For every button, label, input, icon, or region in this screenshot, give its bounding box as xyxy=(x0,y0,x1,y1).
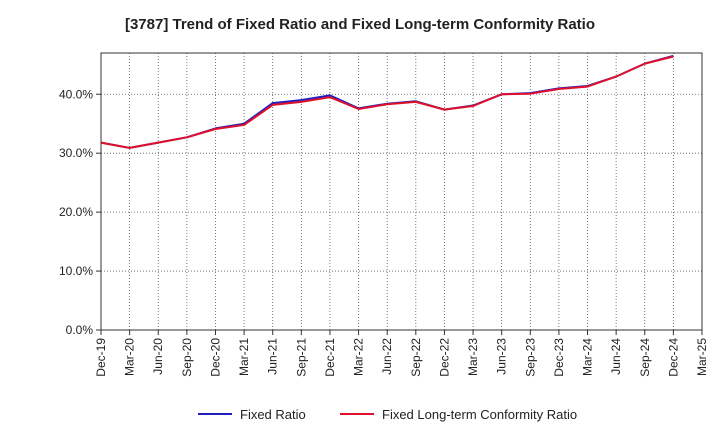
x-tick-label: Dec-20 xyxy=(208,338,222,377)
x-tick-label: Jun-23 xyxy=(495,338,509,375)
y-tick-label: 30.0% xyxy=(59,146,93,160)
x-tick-label: Mar-24 xyxy=(581,338,595,376)
x-tick-label: Dec-21 xyxy=(323,338,337,377)
x-tick-label: Dec-19 xyxy=(94,338,108,377)
x-tick-label: Jun-22 xyxy=(380,338,394,375)
x-tick-label: Mar-23 xyxy=(466,338,480,376)
x-tick-label: Mar-22 xyxy=(352,338,366,376)
grid-layer xyxy=(101,53,702,330)
series-layer xyxy=(100,54,674,149)
legend: Fixed Ratio Fixed Long-term Conformity Ra… xyxy=(198,407,577,422)
legend-label-2: Fixed Long-term Conformity Ratio xyxy=(382,407,577,422)
x-tick-label: Dec-23 xyxy=(552,338,566,377)
x-tick-label: Sep-23 xyxy=(523,338,537,377)
plot-area-border xyxy=(100,52,703,331)
x-tick-label: Sep-20 xyxy=(180,338,194,377)
x-tick-label: Mar-21 xyxy=(237,338,251,376)
x-tick-label: Jun-21 xyxy=(266,338,280,375)
y-tick-label: 40.0% xyxy=(59,87,93,101)
x-tick-label: Dec-24 xyxy=(666,338,680,377)
x-tick-label: Jun-20 xyxy=(151,338,165,375)
x-tick-label: Sep-24 xyxy=(638,338,652,377)
chart-title: [3787] Trend of Fixed Ratio and Fixed Lo… xyxy=(124,16,596,33)
x-tick-label: Dec-22 xyxy=(437,338,451,377)
series-line-2 xyxy=(100,55,674,149)
y-tick-label: 0.0% xyxy=(66,323,94,337)
axis-layer: 0.0% 10.0% 20.0% 30.0% 40.0% Dec-19 Mar-20 Jun-… xyxy=(59,52,709,377)
x-tick-label: Sep-21 xyxy=(294,338,308,377)
y-tick-label: 10.0% xyxy=(59,264,93,278)
legend-label-1: Fixed Ratio xyxy=(240,407,306,422)
y-tick-label: 20.0% xyxy=(59,205,93,219)
x-tick-label: Mar-20 xyxy=(123,338,137,376)
x-tick-label: Mar-25 xyxy=(695,338,709,376)
x-tick-label: Sep-22 xyxy=(409,338,423,377)
x-tick-label: Jun-24 xyxy=(609,338,623,375)
